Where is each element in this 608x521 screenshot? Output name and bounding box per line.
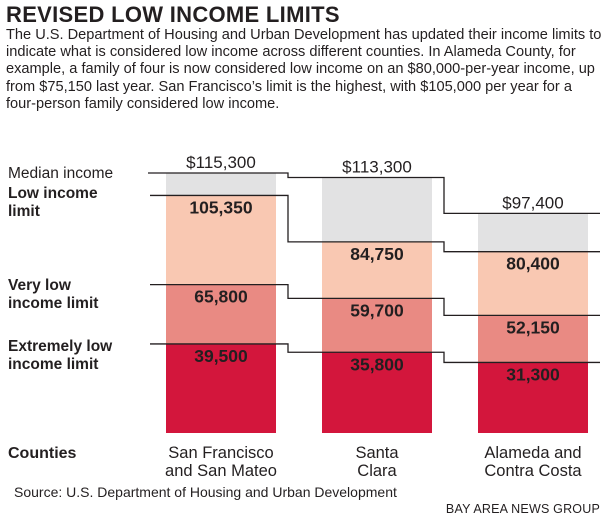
bar-extremely-low-1 xyxy=(166,343,276,433)
value-label-very-low-3: 52,150 xyxy=(506,317,560,337)
legend-label-very-low: Very low income limit xyxy=(8,277,98,312)
category-label-line: Clara xyxy=(357,462,397,480)
value-label-low-2: 84,750 xyxy=(350,244,404,264)
connector-line-extremely-low xyxy=(150,343,600,364)
value-label-very-low-2: 59,700 xyxy=(350,300,404,320)
source-note: Source: U.S. Department of Housing and U… xyxy=(14,484,397,500)
value-labels-group: $115,300 $113,300 $97,400 105,350 84,750 80,4… xyxy=(186,153,564,384)
connector-line-low xyxy=(150,194,600,253)
value-label-extremely-low-1: 39,500 xyxy=(194,346,248,366)
legend-label-low: Low income limit xyxy=(8,185,98,220)
x-axis-title: Counties xyxy=(8,445,77,462)
category-label-line: Alameda and xyxy=(484,444,581,462)
value-label-very-low-1: 65,800 xyxy=(194,287,248,307)
bar-extremely-low-2 xyxy=(322,352,432,433)
category-label-line: Santa xyxy=(355,444,399,462)
legend-line: limit xyxy=(8,203,40,220)
category-label-3: Alameda and Contra Costa xyxy=(484,444,582,480)
legend-label-extremely-low: Extremely low income limit xyxy=(8,338,113,373)
value-label-median-3: $97,400 xyxy=(502,193,563,212)
legend-line: Very low xyxy=(8,277,72,294)
legend-line: income limit xyxy=(8,356,98,373)
legend-line: Extremely low xyxy=(8,338,113,355)
chart-title: REVISED LOW INCOME LIMITS xyxy=(6,2,340,27)
category-label-line: Contra Costa xyxy=(484,462,582,480)
bars-group xyxy=(166,173,588,433)
legend-label-median: Median income xyxy=(8,165,113,182)
value-label-median-2: $113,300 xyxy=(342,158,412,177)
value-label-low-3: 80,400 xyxy=(506,254,560,274)
category-label-line: and San Mateo xyxy=(165,462,277,480)
legend-line: income limit xyxy=(8,295,98,312)
intro-paragraph: The U.S. Department of Housing and Urban… xyxy=(6,27,602,112)
connector-line-median xyxy=(148,172,600,215)
category-label-1: San Francisco and San Mateo xyxy=(165,444,277,480)
connector-line-very-low xyxy=(150,283,600,317)
legend-line: Low income xyxy=(8,185,98,202)
category-label-2: Santa Clara xyxy=(355,444,399,480)
value-label-extremely-low-3: 31,300 xyxy=(506,364,560,384)
credit-note: BAY AREA NEWS GROUP xyxy=(445,502,600,516)
value-label-low-1: 105,350 xyxy=(189,197,253,217)
value-label-extremely-low-2: 35,800 xyxy=(350,354,404,374)
bar-extremely-low-3 xyxy=(478,362,588,433)
value-label-median-1: $115,300 xyxy=(186,153,256,172)
category-label-line: San Francisco xyxy=(168,444,273,462)
connector-lines-group xyxy=(148,172,600,364)
legend-line: Median income xyxy=(8,165,113,182)
